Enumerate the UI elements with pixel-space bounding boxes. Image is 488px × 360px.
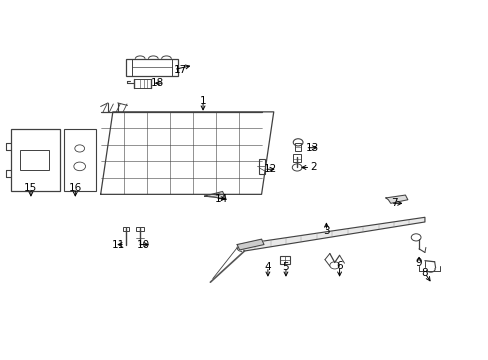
Polygon shape — [385, 195, 407, 203]
Bar — [293, 154, 301, 162]
Text: 8: 8 — [421, 268, 427, 278]
Text: 18: 18 — [151, 78, 164, 88]
Text: 9: 9 — [415, 258, 422, 268]
Text: 1: 1 — [199, 96, 206, 106]
Text: 15: 15 — [24, 183, 38, 193]
Polygon shape — [239, 217, 424, 251]
Bar — [64, 129, 96, 192]
Bar — [295, 143, 301, 150]
Text: 17: 17 — [173, 64, 187, 75]
Text: 6: 6 — [336, 261, 342, 271]
Polygon shape — [237, 239, 264, 250]
Text: 4: 4 — [264, 262, 271, 272]
Bar — [259, 159, 264, 174]
Text: 3: 3 — [323, 226, 329, 236]
Text: 5: 5 — [282, 262, 289, 272]
Text: 13: 13 — [305, 143, 318, 153]
Text: 12: 12 — [264, 164, 277, 174]
Bar — [11, 129, 60, 192]
Bar — [123, 227, 129, 231]
Text: 14: 14 — [215, 194, 228, 204]
Bar — [20, 150, 49, 170]
Polygon shape — [204, 192, 225, 199]
Text: 7: 7 — [390, 198, 397, 208]
Text: 2: 2 — [310, 162, 316, 172]
Bar — [136, 227, 143, 231]
Bar — [279, 256, 290, 264]
Text: 11: 11 — [112, 239, 125, 249]
Text: 10: 10 — [137, 239, 150, 249]
Bar — [126, 59, 177, 76]
Text: 16: 16 — [68, 183, 82, 193]
